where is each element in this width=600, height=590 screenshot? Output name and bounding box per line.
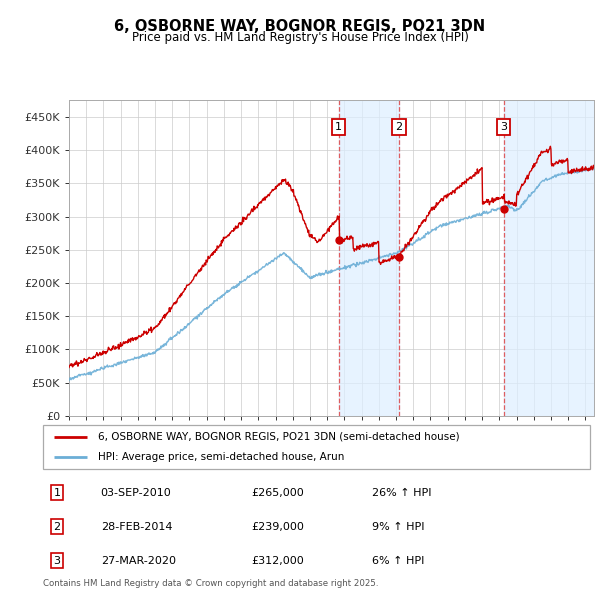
- Text: 2: 2: [53, 522, 61, 532]
- Text: 26% ↑ HPI: 26% ↑ HPI: [371, 488, 431, 497]
- Text: 03-SEP-2010: 03-SEP-2010: [101, 488, 172, 497]
- Text: 27-MAR-2020: 27-MAR-2020: [101, 556, 176, 566]
- Text: £239,000: £239,000: [251, 522, 304, 532]
- Text: 6% ↑ HPI: 6% ↑ HPI: [371, 556, 424, 566]
- Text: 28-FEB-2014: 28-FEB-2014: [101, 522, 172, 532]
- Text: 1: 1: [53, 488, 61, 497]
- Text: 3: 3: [53, 556, 61, 566]
- Text: 3: 3: [500, 122, 507, 132]
- Text: 9% ↑ HPI: 9% ↑ HPI: [371, 522, 424, 532]
- Text: £265,000: £265,000: [251, 488, 304, 497]
- Text: 6, OSBORNE WAY, BOGNOR REGIS, PO21 3DN: 6, OSBORNE WAY, BOGNOR REGIS, PO21 3DN: [115, 19, 485, 34]
- Bar: [503, 100, 594, 416]
- Text: 1: 1: [335, 122, 342, 132]
- Bar: [339, 100, 399, 416]
- Text: 6, OSBORNE WAY, BOGNOR REGIS, PO21 3DN (semi-detached house): 6, OSBORNE WAY, BOGNOR REGIS, PO21 3DN (…: [98, 432, 460, 442]
- Text: £312,000: £312,000: [251, 556, 304, 566]
- Text: 2: 2: [395, 122, 403, 132]
- Text: Contains HM Land Registry data © Crown copyright and database right 2025.
This d: Contains HM Land Registry data © Crown c…: [43, 579, 379, 590]
- Text: Price paid vs. HM Land Registry's House Price Index (HPI): Price paid vs. HM Land Registry's House …: [131, 31, 469, 44]
- Text: HPI: Average price, semi-detached house, Arun: HPI: Average price, semi-detached house,…: [98, 452, 344, 462]
